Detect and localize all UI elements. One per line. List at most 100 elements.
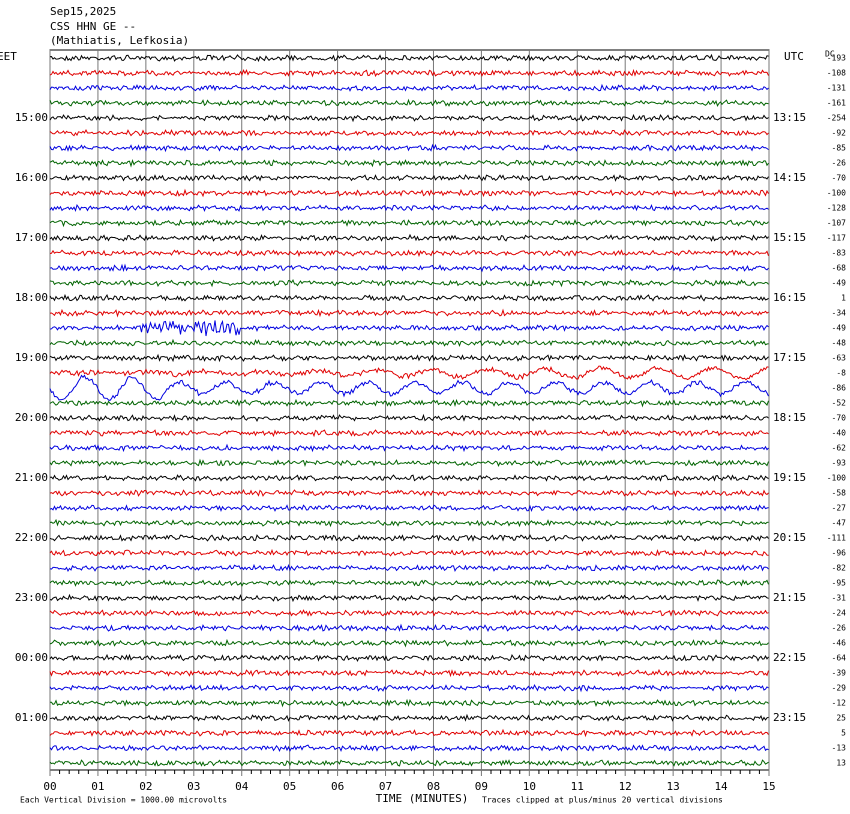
dc-offset: -86 bbox=[832, 384, 847, 393]
seismic-trace bbox=[49, 319, 769, 337]
dc-offset: -63 bbox=[832, 354, 847, 363]
seismic-trace bbox=[49, 443, 769, 453]
header-date: Sep15,2025 bbox=[50, 5, 116, 18]
dc-offset: -46 bbox=[832, 639, 847, 648]
dc-offset: -96 bbox=[832, 549, 847, 558]
dc-offset: -12 bbox=[832, 699, 847, 708]
dc-offset: -85 bbox=[832, 144, 847, 153]
dc-offset: -29 bbox=[832, 684, 847, 693]
dc-offset: -92 bbox=[832, 129, 847, 138]
seismic-trace bbox=[49, 413, 769, 423]
seismic-trace bbox=[49, 668, 769, 678]
right-time-label: 16:15 bbox=[773, 291, 806, 304]
seismic-trace bbox=[49, 429, 769, 438]
left-time-label: 01:00 bbox=[15, 711, 48, 724]
dc-offset: -62 bbox=[832, 444, 847, 453]
left-time-label: 16:00 bbox=[15, 171, 48, 184]
dc-offset: -64 bbox=[832, 654, 847, 663]
dc-offset: -49 bbox=[832, 324, 847, 333]
x-tick-label: 05 bbox=[283, 780, 296, 793]
right-time-label: 22:15 bbox=[773, 651, 806, 664]
dc-offset: -117 bbox=[827, 234, 846, 243]
seismic-trace bbox=[49, 609, 769, 617]
left-axis-title: EET bbox=[0, 50, 17, 63]
dc-offset: -40 bbox=[832, 429, 847, 438]
seismic-trace bbox=[49, 623, 769, 632]
seismic-trace bbox=[49, 458, 769, 467]
seismic-trace bbox=[49, 563, 769, 573]
dc-offset: -70 bbox=[832, 414, 847, 423]
left-time-label: 15:00 bbox=[15, 111, 48, 124]
left-time-label: 21:00 bbox=[15, 471, 48, 484]
dc-offset: -100 bbox=[827, 474, 846, 483]
dc-offset: -31 bbox=[832, 594, 847, 603]
x-tick-label: 01 bbox=[91, 780, 104, 793]
seismic-trace bbox=[49, 83, 769, 92]
left-time-label: 19:00 bbox=[15, 351, 48, 364]
seismic-trace bbox=[49, 504, 769, 513]
dc-offset: -52 bbox=[832, 399, 847, 408]
dc-offset: -8 bbox=[836, 369, 846, 378]
seismic-trace bbox=[49, 683, 769, 693]
dc-offset: -13 bbox=[832, 744, 847, 753]
clip-note: Traces clipped at plus/minus 20 vertical… bbox=[482, 796, 723, 805]
left-time-label: 22:00 bbox=[15, 531, 48, 544]
seismic-trace bbox=[49, 293, 769, 302]
seismic-trace bbox=[49, 353, 769, 363]
seismic-trace bbox=[49, 374, 769, 401]
seismic-trace bbox=[49, 68, 769, 78]
seismic-trace bbox=[49, 203, 769, 212]
right-axis-title: UTC bbox=[784, 50, 804, 63]
seismic-trace bbox=[49, 548, 769, 557]
left-time-label: 18:00 bbox=[15, 291, 48, 304]
dc-offset: 5 bbox=[841, 729, 846, 738]
dc-offset: -111 bbox=[827, 534, 846, 543]
dc-offset: -82 bbox=[832, 564, 847, 573]
left-time-label: 20:00 bbox=[15, 411, 48, 424]
x-tick-label: 04 bbox=[235, 780, 249, 793]
x-tick-label: 15 bbox=[762, 780, 775, 793]
dc-offset: -131 bbox=[827, 84, 846, 93]
header-location: (Mathiatis, Lefkosia) bbox=[50, 34, 189, 47]
x-tick-label: 08 bbox=[427, 780, 440, 793]
dc-offset: -34 bbox=[832, 309, 847, 318]
seismic-trace bbox=[49, 218, 769, 228]
seismic-trace bbox=[49, 488, 769, 498]
seismic-trace bbox=[49, 188, 769, 198]
dc-offset: -49 bbox=[832, 279, 847, 288]
dc-offset: -48 bbox=[832, 339, 847, 348]
seismic-trace bbox=[49, 653, 769, 663]
x-tick-label: 12 bbox=[619, 780, 632, 793]
right-time-label: 20:15 bbox=[773, 531, 806, 544]
right-time-label: 23:15 bbox=[773, 711, 806, 724]
right-time-label: 17:15 bbox=[773, 351, 806, 364]
seismic-trace bbox=[49, 158, 769, 168]
seismic-trace bbox=[49, 113, 769, 123]
dc-offset: 13 bbox=[836, 759, 846, 768]
seismic-trace bbox=[49, 308, 769, 318]
plot-frame bbox=[49, 49, 770, 771]
dc-offset: -58 bbox=[832, 489, 847, 498]
dc-offset: -108 bbox=[827, 69, 846, 78]
dc-offset: -47 bbox=[832, 519, 847, 528]
left-time-label: 23:00 bbox=[15, 591, 48, 604]
seismic-trace bbox=[49, 534, 769, 542]
dc-offset: -95 bbox=[832, 579, 847, 588]
right-time-label: 15:15 bbox=[773, 231, 806, 244]
seismic-trace bbox=[49, 143, 769, 153]
seismic-trace bbox=[49, 713, 769, 722]
seismic-trace bbox=[49, 278, 769, 288]
seismic-trace bbox=[49, 474, 769, 482]
right-time-label: 14:15 bbox=[773, 171, 806, 184]
dc-offset: -107 bbox=[827, 219, 846, 228]
dc-offset: -39 bbox=[832, 669, 847, 678]
x-tick-label: 03 bbox=[187, 780, 200, 793]
seismic-trace bbox=[49, 249, 769, 258]
x-axis-title: TIME (MINUTES) bbox=[376, 792, 469, 805]
x-tick-label: 13 bbox=[667, 780, 680, 793]
seismic-trace bbox=[49, 593, 769, 603]
x-tick-label: 11 bbox=[571, 780, 584, 793]
dc-offset: 1 bbox=[841, 294, 846, 303]
x-tick-label: 09 bbox=[475, 780, 488, 793]
